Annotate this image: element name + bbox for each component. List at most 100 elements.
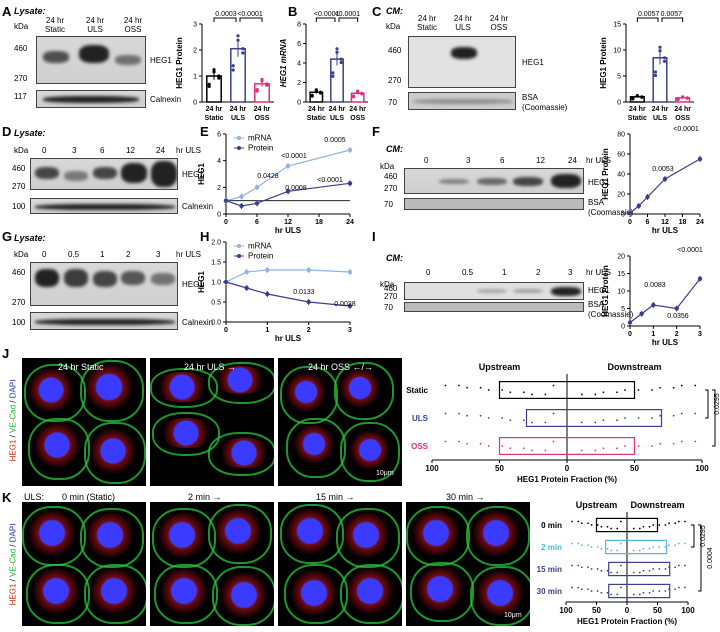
j-chart-cat-1: ULS	[412, 414, 429, 423]
k-chart-dot-1-11	[658, 546, 661, 548]
k-chart-dot-2-12	[616, 571, 619, 574]
i-marker-3: 70	[384, 303, 393, 312]
k-chart-dot-3-19	[642, 591, 645, 594]
f-bsa-blot	[404, 198, 584, 210]
i-chart-ytick-label-3: 15	[617, 271, 625, 278]
j-chart-xtick-label-3: 50	[630, 464, 639, 473]
f-col-1: 0	[424, 156, 429, 165]
i-chart-ytick-label-1: 5	[621, 306, 625, 313]
a-chart-dot-1-3	[231, 64, 235, 68]
j-caption-oss: 24 hr OSS ←/→	[308, 362, 374, 372]
k-chart-dot-3-3	[674, 588, 677, 591]
a-chart-dot-1-0	[231, 68, 235, 72]
j-chart-dot-1-7	[594, 421, 597, 424]
j-chart-dot-0-2	[531, 393, 533, 396]
i-col-5: 3	[568, 268, 573, 277]
k-chart-dot-3-13	[668, 588, 670, 591]
j-chart-dot-1-16	[501, 417, 504, 419]
j-chart-dot-0-13	[659, 386, 662, 389]
k-chart-dot-1-3	[674, 544, 677, 547]
k-chart-dot-1-10	[571, 542, 573, 545]
f-chart-xtick-label-4: 24	[696, 219, 704, 226]
j-scale-bar: 10μm	[376, 470, 394, 477]
j-chart-dot-2-18	[479, 442, 482, 445]
a-chart-cat-b-1: ULS	[231, 115, 245, 122]
j-chart-dot-1-4	[509, 419, 512, 422]
j-chart-dot-0-18	[479, 386, 482, 389]
k-chart-cat-1: 2 min	[541, 543, 562, 552]
f-chart-pval-0: 0.0053	[652, 166, 674, 173]
k-chart-dot-2-14	[606, 569, 609, 572]
c-chart-cat-a-0: 24 hr	[629, 106, 646, 113]
k-chart-dot-0-8	[580, 522, 583, 525]
c-col-1: 24 hr Static	[416, 14, 437, 32]
j-chart-dot-1-14	[522, 419, 525, 422]
k-chart-dot-2-11	[658, 568, 661, 570]
a-chart-ytick-label-1: 1	[193, 74, 197, 81]
k-chart-dot-1-2	[610, 549, 613, 552]
j-chart-dot-2-1	[651, 445, 653, 447]
j-chart-dot-0-15	[680, 384, 683, 387]
k-chart-dot-2-7	[638, 571, 641, 574]
k-chart-dot-0-11	[658, 524, 661, 526]
a-chart-ytick-label-0: 0	[193, 100, 197, 107]
j-chart-dot-2-8	[466, 442, 468, 445]
j-chart-dot-2-21	[624, 445, 626, 447]
k-chart-dot-0-2	[610, 527, 613, 530]
j-chart-dot-2-2	[531, 449, 533, 452]
i-col-1: 0	[426, 268, 431, 277]
g-col-4: 2	[126, 250, 131, 259]
e-chart-xtick-label-0: 0	[224, 219, 228, 226]
j-chart-dot-2-6	[487, 445, 490, 447]
j-chart-dot-1-1	[651, 417, 653, 419]
j-chart-dot-0-6	[487, 389, 490, 391]
j-chart-down-label: Downstream	[607, 362, 661, 372]
j-chart-dot-1-13	[659, 414, 662, 417]
a-chart-dot-2-4	[260, 77, 264, 82]
j-chart-dot-2-13	[659, 442, 662, 445]
b-chart-cat-b-1: ULS	[330, 115, 344, 122]
e-chart-xtick-label-3: 18	[315, 219, 323, 226]
panel-letter-j: J	[2, 346, 10, 361]
a-marker-2: 270	[14, 74, 28, 83]
d-col-3: 6	[100, 146, 105, 155]
j-chart-dot-1-17	[580, 421, 583, 424]
b-chart-dot-0-4	[314, 88, 318, 92]
k-chart-dot-0-6	[590, 524, 593, 526]
k-chart-xtick-label-4: 100	[681, 606, 695, 615]
k-chart-up-label: Upstream	[576, 500, 618, 510]
j-chart-dot-1-8	[466, 414, 468, 417]
i-ctrl-label: BSA	[588, 300, 605, 309]
a-chart-cat-b-0: Static	[204, 115, 223, 122]
k-chart-dot-3-6	[590, 590, 593, 592]
g-calnexin-blot	[30, 312, 178, 330]
e-chart-legend-1: Protein	[248, 144, 273, 153]
f-marker-1: 460	[384, 172, 398, 181]
j-chart-dot-2-3	[672, 442, 675, 445]
b-chart-bracket-1	[338, 17, 359, 22]
j-chart-dot-2-0	[552, 440, 555, 443]
a-chart-bracket-0	[213, 17, 237, 22]
i-title: CM:	[386, 253, 403, 263]
f-chart-ylabel: HEG1 Protein	[601, 148, 610, 200]
a-chart-dot-0-4	[212, 68, 216, 72]
i-marker-2: 270	[384, 292, 398, 301]
f-chart-xtick-label-1: 6	[646, 219, 650, 226]
a-chart-dot-1-5	[241, 47, 245, 51]
f-ctrl-label-2: (Coomassie)	[588, 208, 634, 217]
b-chart-ytick-label-4: 8	[297, 22, 301, 29]
h-chart-pval-0: 0.0133	[293, 289, 315, 296]
i-heg1-blot	[404, 282, 584, 300]
c-prot-label: HEG1	[522, 58, 544, 67]
panel-letter-h: H	[200, 229, 210, 244]
c-chart-pval-0: 0.0057	[638, 11, 660, 18]
k-chart-dot-3-18	[587, 588, 589, 591]
h-chart-ytick-label-1: 0.5	[211, 300, 221, 307]
j-chart-dot-2-4	[509, 447, 512, 450]
e-chart-ytick-label-1: 2	[217, 185, 221, 192]
i-chart-pval-1: 0.0356	[667, 313, 689, 320]
d-col-1: 0	[42, 146, 47, 155]
k-uls-label: ULS:	[24, 492, 45, 502]
j-chart-dot-1-20	[458, 412, 460, 415]
